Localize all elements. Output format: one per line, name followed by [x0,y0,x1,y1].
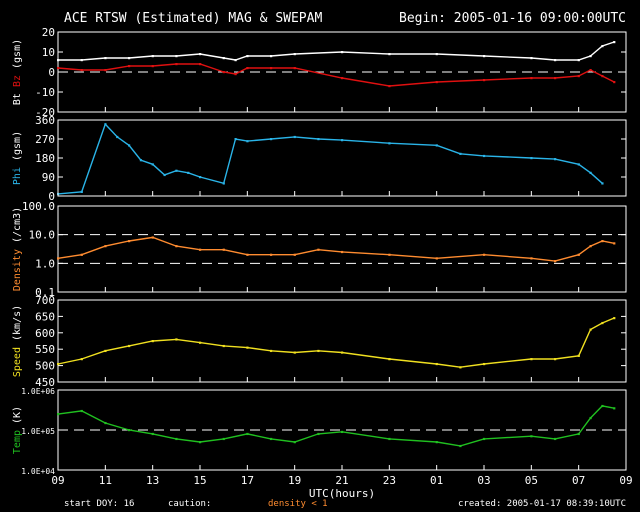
created-timestamp: created: 2005-01-17 08:39:10UTC [458,499,626,509]
plot-title: ACE RTSW (Estimated) MAG & SWEPAM [64,11,322,26]
start-doy: start DOY: 16 [64,499,134,509]
series-line [57,317,615,368]
y-tick-label: 700 [35,294,55,307]
data-point [601,182,604,185]
y-tick-label: 1.0E+04 [21,467,55,476]
series-bt [57,41,616,62]
y-tick-label: 10.0 [29,229,56,242]
data-point [613,407,616,410]
y-tick-label: 0 [48,66,55,79]
panel-4: 1.0E+04 1.0E+05 1.0E+06 Temp (K) [12,387,627,476]
y-axis-label-part: Phi [12,167,23,185]
y-axis-label-part: (km/s) [12,305,23,347]
y-tick-label: 20 [42,26,55,39]
x-axis-label: UTC(hours) [309,487,375,500]
data-point [613,41,616,44]
x-axis: 09 11 13 15 17 19 21 23 01 03 05 07 09 UTC(hours) [51,107,633,500]
y-axis-label-part: (gsm) [12,131,23,167]
data-point [613,242,616,245]
y-axis-label-part: Bt [12,93,23,105]
y-tick-label: 1.0E+06 [21,387,55,396]
x-tick-label: 15 [193,474,206,487]
x-tick-label: 11 [99,474,112,487]
begin-time: Begin: 2005-01-16 09:00:00UTC [399,11,626,26]
series-density [57,236,616,263]
series-bz [57,63,616,88]
series-line [57,405,615,447]
y-axis-label: Phi (gsm) [12,131,23,185]
series-line [57,236,615,262]
x-tick-label: 05 [525,474,538,487]
y-tick-label: 650 [35,310,55,323]
y-axis-label: Bt Bz (gsm) [12,39,23,105]
series-phi [57,122,604,196]
y-tick-label: -20 [35,106,55,119]
series-speed [57,317,616,369]
y-tick-label: 550 [35,343,55,356]
y-axis-label-part: (/cm3) [12,207,23,249]
y-axis-label: Density (/cm3) [12,207,23,291]
x-tick-label: 19 [288,474,301,487]
y-tick-label: 270 [35,133,55,146]
x-tick-label: 09 [619,474,632,487]
y-tick-label: 0.1 [35,286,55,299]
panels: -20 -10 0 10 20 Bt Bz (gsm) 0 90 180 270 360 Phi (g… [12,26,627,476]
x-tick-label: 07 [572,474,585,487]
y-axis-label-part: Temp [12,430,23,454]
series-temp [57,404,616,448]
y-axis-label-part: (gsm) [12,39,23,75]
series-line [57,122,603,195]
x-tick-label: 23 [383,474,396,487]
x-tick-label: 03 [477,474,490,487]
y-tick-label: 90 [42,171,55,184]
series-line [57,63,615,87]
y-tick-label: 1.0 [35,257,55,270]
y-tick-label: 360 [35,114,55,127]
y-tick-label: 0 [48,190,55,203]
y-tick-label: 450 [35,376,55,389]
x-tick-label: 09 [51,474,64,487]
y-axis-label-part: (K) [12,406,23,430]
x-tick-label: 21 [335,474,348,487]
y-tick-label: -10 [35,86,55,99]
y-tick-label: 1.0E+05 [21,427,55,436]
x-tick-label: 17 [241,474,254,487]
series-line [58,41,615,61]
y-tick-label: 500 [35,360,55,373]
y-axis-label-part: Density [12,249,23,291]
density-caution-note: density < 1 [268,499,328,509]
caution-label: caution: [168,499,211,509]
y-tick-label: 100.0 [22,200,55,213]
y-axis-label-part: Speed [12,347,23,377]
y-tick-label: 10 [42,46,55,59]
y-axis-label: Speed (km/s) [12,305,23,377]
data-point [613,317,616,320]
y-tick-label: 180 [35,152,55,165]
y-tick-label: 600 [35,327,55,340]
y-axis-label-part: Bz [12,75,23,93]
x-tick-label: 13 [146,474,159,487]
y-axis-label: Temp (K) [12,406,23,454]
x-tick-label: 01 [430,474,443,487]
data-point [613,81,616,84]
